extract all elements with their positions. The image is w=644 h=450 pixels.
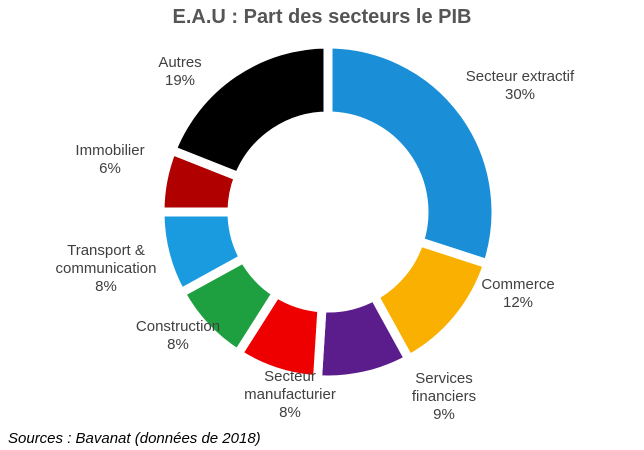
segment-label: Secteur manufacturier 8% [220,368,360,422]
category-label: Immobilier [75,142,145,159]
segment-label: Construction 8% [108,318,248,354]
category-label: Transport & communication [55,242,157,277]
segment-label: Transport & communication 8% [36,242,176,296]
value-label: 8% [167,336,189,353]
segment-label: Immobilier 6% [40,142,180,178]
value-label: 8% [95,278,117,295]
segment-label: Autres 19% [110,54,250,90]
segment-label: Services financiers 9% [374,370,514,424]
value-label: 6% [99,160,121,177]
category-label: Secteur extractif [465,68,575,85]
value-label: 12% [502,294,534,311]
value-label: 8% [279,404,301,421]
value-label: 19% [164,72,196,89]
category-label: Commerce [481,276,555,293]
source-note: Sources : Bavanat (données de 2018) [8,430,261,447]
segment-label: Commerce 12% [448,276,588,312]
value-label: 9% [433,406,455,423]
category-label: Construction [135,318,221,335]
segment-label: Secteur extractif 30% [450,68,590,104]
donut-segment [165,39,333,183]
category-label: Autres [158,54,202,71]
category-label: Secteur manufacturier [244,368,336,403]
donut-segment [323,39,501,270]
value-label: 30% [504,86,536,103]
category-label: Services financiers [411,370,477,405]
chart-title: E.A.U : Part des secteurs le PIB [172,6,472,28]
